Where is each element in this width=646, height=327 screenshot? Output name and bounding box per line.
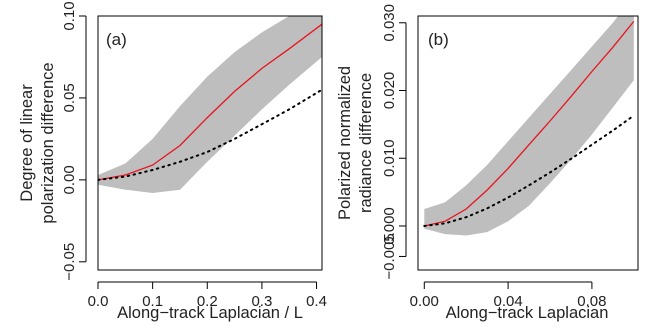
uncertainty-band-a (98, 16, 322, 193)
y-tick-label-b: −0.005 (381, 233, 398, 279)
plot-frame-b (417, 15, 639, 271)
panel-label-a: (a) (106, 30, 127, 49)
y-tick-label-b: 0.020 (381, 72, 398, 110)
x-axis-label-a: Along−track Laplacian / L (117, 304, 303, 322)
dotted-line-a (98, 88, 322, 181)
x-tick-label-a: 0.0 (88, 293, 109, 310)
red-line-b (424, 20, 635, 227)
x-tick-label-b: 0.08 (577, 293, 606, 310)
y-tick-label-a: 0.00 (61, 165, 78, 194)
dotted-line-b (423, 114, 635, 227)
x-tick-label-b: 0.00 (410, 293, 439, 310)
y-tick-label-a: 0.10 (61, 1, 78, 30)
y-tick-label-b: 0.000 (381, 207, 398, 245)
y-tick-label-a: 0.05 (61, 83, 78, 112)
x-tick-label-a: 0.4 (306, 293, 327, 310)
panel-label-b: (b) (428, 30, 449, 49)
y-tick-label-b: 0.010 (381, 139, 398, 177)
panel-a: (a) Along−track Laplacian / L Degree of … (18, 1, 327, 322)
panel-b: (b) Along−track Laplacian Polarized norm… (336, 4, 639, 322)
y-axis-label-b-line2: radiance difference (357, 73, 375, 213)
y-axis-label-b-line1: Polarized normalized (336, 66, 354, 220)
x-tick-label-a: 0.1 (142, 293, 163, 310)
x-tick-label-a: 0.2 (197, 293, 218, 310)
plot-area-b (423, 16, 635, 236)
red-line-a (98, 23, 322, 181)
plot-frame-a (97, 15, 323, 271)
y-axis-label-a-line2: polarization difference (39, 62, 57, 223)
x-tick-label-b: 0.04 (493, 293, 522, 310)
y-axis-label-a-line1: Degree of linear (18, 84, 36, 202)
plot-area-a (98, 16, 322, 193)
uncertainty-band-b (424, 16, 634, 236)
x-axis-label-b: Along−track Laplacian (446, 304, 609, 322)
x-tick-label-a: 0.3 (251, 293, 272, 310)
y-tick-label-b: 0.030 (381, 4, 398, 42)
y-tick-label-a: −0.05 (61, 243, 78, 281)
